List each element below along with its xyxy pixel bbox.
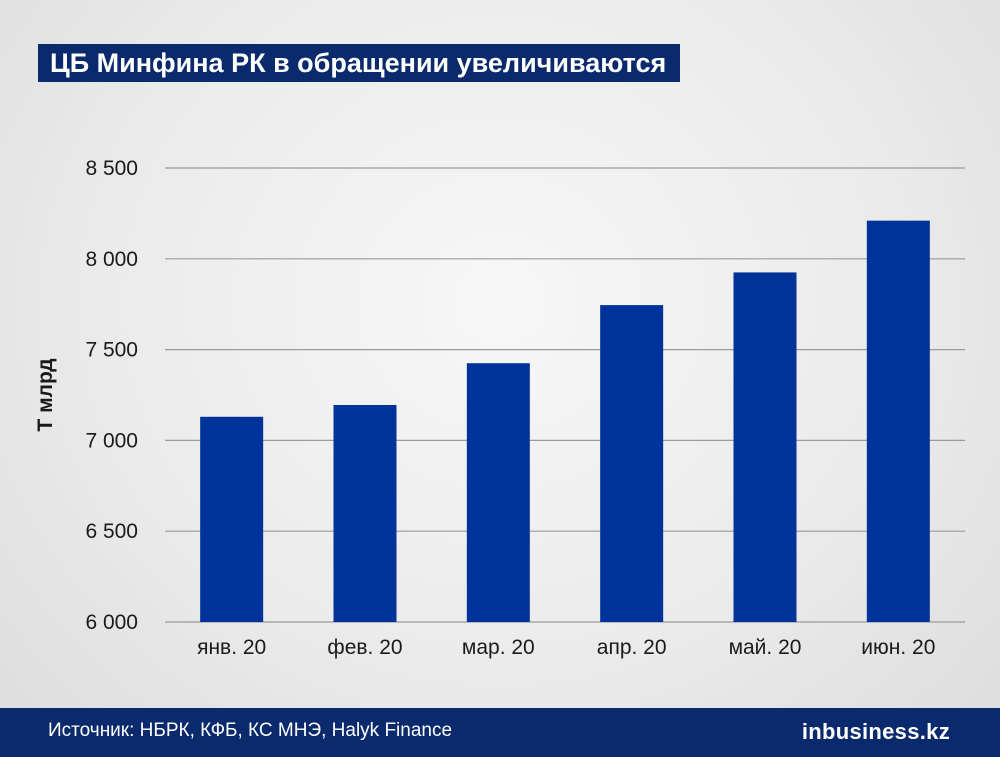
y-tick-label: 6 000 (85, 611, 138, 634)
y-tick-label: 6 500 (85, 520, 138, 543)
brand-logo: inbusiness.kz (801, 719, 950, 744)
bar (733, 272, 797, 622)
source-note: Источник: НБРК, КФБ, КС МНЭ, Halyk Finan… (48, 720, 453, 741)
x-tick-label: май. 20 (729, 636, 802, 659)
x-tick-label: июн. 20 (861, 636, 935, 659)
bar (466, 363, 530, 622)
x-tick-label: янв. 20 (197, 636, 266, 659)
bar (600, 305, 664, 622)
bar (200, 416, 264, 622)
y-axis-label: Т млрд (34, 358, 57, 431)
x-tick-label: мар. 20 (462, 636, 535, 659)
y-tick-label: 7 500 (85, 339, 138, 362)
x-tick-label: фев. 20 (327, 636, 402, 659)
bar (333, 404, 397, 622)
x-tick-label: апр. 20 (597, 636, 667, 659)
footer-bar: Источник: НБРК, КФБ, КС МНЭ, Halyk Finan… (0, 708, 1000, 757)
y-tick-label: 8 500 (85, 157, 138, 180)
bar (866, 220, 930, 622)
chart-title: ЦБ Минфина РК в обращении увеличиваются (38, 44, 681, 82)
y-tick-label: 8 000 (85, 248, 138, 271)
y-tick-label: 7 000 (85, 429, 138, 452)
bar-chart: 6 000 6 500 7 000 7 500 8 000 8 500 Т млрд янв.… (34, 157, 965, 659)
